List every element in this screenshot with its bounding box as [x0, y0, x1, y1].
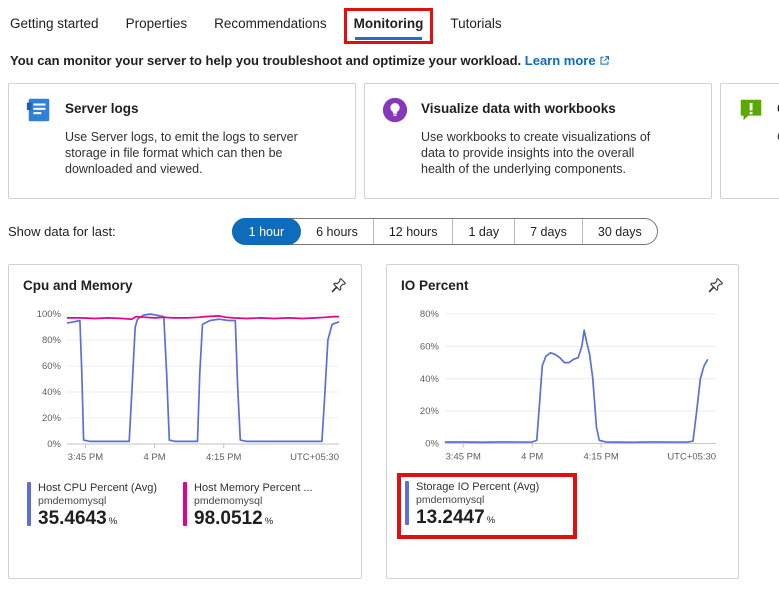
tab-bar: Getting started Properties Recommendatio… [0, 0, 779, 44]
cpu-memory-chart: 0% 20% 40% 60% 80% 100% 3:45 PM 4 PM 4:15 PM UTC+… [23, 302, 347, 474]
legend-color-bar [183, 482, 188, 526]
pin-icon[interactable] [330, 277, 347, 294]
metric-name: Host Memory Percent ... [194, 482, 313, 494]
time-option-12-hours[interactable]: 12 hours [372, 219, 453, 244]
io-percent-card: IO Percent 0% 20% 40% 60% 80% 3:45 PM 4 PM 4:15… [386, 264, 739, 579]
legend-host-memory-percent[interactable]: Host Memory Percent ... pmdemomysql 98.0… [183, 482, 313, 528]
external-link-icon [600, 56, 609, 65]
svg-text:80%: 80% [420, 309, 440, 320]
metric-value: 98.0512 [194, 508, 263, 529]
tab-tutorials[interactable]: Tutorials [450, 16, 502, 31]
card-workbooks: Visualize data with workbooks Use workbo… [364, 83, 712, 199]
svg-text:60%: 60% [42, 361, 62, 372]
card-server-logs: Server logs Use Server logs, to emit the… [8, 83, 356, 199]
legend-storage-io-percent[interactable]: Storage IO Percent (Avg) pmdemomysql 13.… [397, 473, 578, 540]
intro-text: You can monitor your server to help you … [0, 40, 779, 68]
resource-name: pmdemomysql [416, 494, 485, 507]
intro-sentence: You can monitor your server to help you … [10, 53, 522, 68]
time-option-30-days[interactable]: 30 days [581, 219, 657, 244]
time-option-1-hour[interactable]: 1 hour [231, 218, 302, 245]
pin-icon[interactable] [707, 277, 724, 294]
svg-text:20%: 20% [420, 406, 440, 417]
legend-color-bar [405, 481, 409, 526]
legend-host-cpu-percent[interactable]: Host CPU Percent (Avg) pmdemomysql 35.46… [27, 482, 157, 528]
svg-text:20%: 20% [42, 413, 62, 424]
card-title: Get alerted to iss [777, 96, 779, 116]
svg-text:0%: 0% [47, 439, 61, 450]
metric-unit: % [486, 515, 496, 527]
metric-unit: % [264, 516, 274, 527]
resource-name: pmdemomysql [194, 495, 263, 507]
charts-row: Cpu and Memory 0% 20% 40% 60% 80% 100% 3:45 PM… [8, 264, 771, 579]
time-range-label: Show data for last: [8, 224, 116, 239]
svg-text:3:45 PM: 3:45 PM [446, 452, 481, 463]
time-range-pill-group: 1 hour 6 hours 12 hours 1 day 7 days 30 … [231, 218, 658, 245]
io-percent-chart: 0% 20% 40% 60% 80% 3:45 PM 4 PM 4:15 PM UTC+05:3… [401, 302, 724, 473]
card-alerts: Get alerted to iss Create alerts to mo h… [720, 83, 779, 199]
svg-text:60%: 60% [420, 341, 440, 352]
metric-name: Host CPU Percent (Avg) [38, 482, 158, 494]
svg-text:4:15 PM: 4:15 PM [206, 452, 241, 463]
metric-name: Storage IO Percent (Avg) [416, 481, 540, 494]
metric-value: 13.2447 [416, 507, 485, 529]
metric-value: 35.4643 [38, 508, 107, 529]
info-cards-row: Server logs Use Server logs, to emit the… [0, 68, 779, 199]
metric-unit: % [108, 516, 118, 527]
svg-text:3:45 PM: 3:45 PM [68, 452, 103, 463]
time-option-6-hours[interactable]: 6 hours [316, 224, 358, 239]
svg-text:0%: 0% [425, 439, 439, 450]
learn-more-label: Learn more [524, 53, 596, 68]
svg-text:UTC+05:30: UTC+05:30 [290, 452, 339, 463]
tab-getting-started[interactable]: Getting started [10, 16, 99, 31]
card-description: Create alerts to mo health, usage, cost [777, 129, 779, 145]
chart-title-cpu-memory: Cpu and Memory [23, 278, 133, 293]
workbook-lightbulb-icon [382, 97, 408, 123]
io-percent-legend: Storage IO Percent (Avg) pmdemomysql 13.… [397, 473, 724, 540]
svg-text:UTC+05:30: UTC+05:30 [667, 452, 716, 463]
card-description: Use workbooks to create visualizations o… [421, 130, 651, 176]
cpu-memory-legend: Host CPU Percent (Avg) pmdemomysql 35.46… [23, 482, 347, 528]
svg-text:40%: 40% [420, 374, 440, 385]
server-logs-icon [26, 98, 50, 122]
svg-text:80%: 80% [42, 335, 62, 346]
tab-monitoring[interactable]: Monitoring [343, 8, 434, 44]
svg-text:40%: 40% [42, 387, 62, 398]
alert-icon [740, 99, 762, 121]
tab-monitoring-label: Monitoring [353, 16, 424, 31]
tab-recommendations[interactable]: Recommendations [214, 16, 327, 31]
chart-title-io-percent: IO Percent [401, 278, 469, 293]
card-title: Server logs [65, 101, 139, 116]
svg-text:4 PM: 4 PM [521, 452, 543, 463]
time-option-7-days[interactable]: 7 days [514, 219, 582, 244]
time-option-1-day[interactable]: 1 day [452, 219, 514, 244]
svg-text:4 PM: 4 PM [143, 452, 165, 463]
resource-name: pmdemomysql [38, 495, 107, 507]
legend-color-bar [27, 482, 31, 526]
svg-text:100%: 100% [37, 309, 62, 320]
svg-text:4:15 PM: 4:15 PM [583, 452, 618, 463]
tab-properties[interactable]: Properties [125, 16, 188, 31]
learn-more-link[interactable]: Learn more [525, 53, 610, 68]
card-description: Use Server logs, to emit the logs to ser… [65, 130, 298, 176]
time-range-bar: Show data for last: 1 hour 6 hours 12 ho… [8, 218, 779, 245]
card-title: Visualize data with workbooks [421, 101, 616, 116]
cpu-memory-card: Cpu and Memory 0% 20% 40% 60% 80% 100% 3:45 PM… [8, 264, 362, 579]
